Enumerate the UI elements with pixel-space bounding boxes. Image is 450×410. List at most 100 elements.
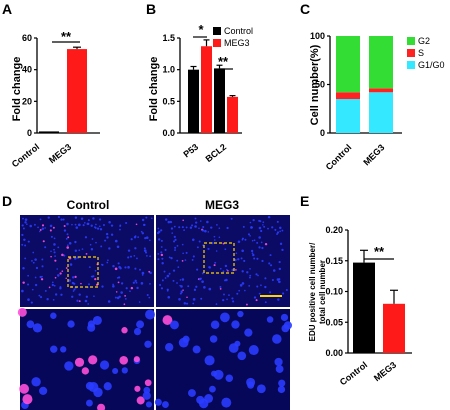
- nucleus-dot-meg3-overview: [157, 252, 160, 255]
- nucleus-dot-meg3-overview: [215, 303, 218, 305]
- nucleus-dot-meg3-overview: [179, 284, 181, 287]
- nucleus-dot-control-overview: [130, 238, 133, 241]
- nucleus-dot-meg3-overview: [160, 246, 163, 248]
- nucleus-dot-control-overview: [60, 293, 63, 296]
- nucleus-dot-control-overview: [141, 271, 145, 275]
- nucleus-dot-meg3-overview: [198, 240, 201, 243]
- nucleus-dot-control-overview: [50, 250, 52, 253]
- nucleus-dot-control-overview: [142, 223, 146, 226]
- nucleus-dot-control-overview: [74, 275, 77, 279]
- chart-a-xtick-control: Control: [10, 142, 41, 170]
- chart-e-ylabel-line2: total cell number: [318, 260, 327, 324]
- chart-b-ytick-label: 1.0: [162, 65, 175, 75]
- nucleus-dot-control-overview: [132, 281, 135, 284]
- nucleus-dot-meg3-overview: [271, 226, 274, 229]
- nucleus-dot-control-overview: [22, 267, 25, 270]
- chart-c-ylabel: Cell number(%): [309, 44, 321, 125]
- nucleus-meg3-zoom: [280, 313, 289, 322]
- nucleus-dot-control-overview: [101, 285, 104, 288]
- nucleus-dot-control-overview: [22, 227, 25, 230]
- nucleus-dot-meg3-overview: [171, 232, 174, 234]
- nucleus-dot-control-overview: [101, 263, 104, 266]
- nucleus-dot-meg3-overview: [241, 249, 244, 253]
- nucleus-dot-control-overview: [60, 218, 63, 221]
- nucleus-dot-meg3-overview: [168, 256, 171, 259]
- nucleus-dot-meg3-overview: [183, 302, 187, 305]
- nucleus-dot-meg3-overview: [234, 269, 237, 271]
- nucleus-dot-control-overview: [84, 236, 88, 239]
- nucleus-dot-meg3-overview: [258, 292, 261, 295]
- nucleus-dot-control-overview: [102, 224, 105, 227]
- nucleus-dot-control-overview: [42, 240, 45, 243]
- nucleus-dot-control-overview: [100, 245, 103, 248]
- nucleus-dot-control-overview: [114, 267, 118, 271]
- nucleus-dot-meg3-overview: [258, 246, 261, 249]
- nucleus-dot-control-overview: [124, 266, 127, 269]
- nucleus-dot-control-overview: [61, 270, 64, 272]
- chart-e-ylabel-line1: EDU positive cell number/: [308, 242, 317, 341]
- nucleus-dot-control-overview: [116, 245, 120, 249]
- chart-c-bar-meg3-s: [369, 88, 393, 93]
- chart-e-significance: **: [374, 244, 385, 259]
- chart-e-bar-meg3: [383, 303, 405, 353]
- nucleus-dot-meg3-overview: [183, 229, 185, 232]
- nucleus-dot-meg3-overview: [281, 248, 284, 252]
- nucleus-dot-meg3-overview: [251, 252, 254, 255]
- chart-b-legend-meg3: MEG3: [224, 38, 250, 48]
- nucleus-dot-control-overview: [124, 294, 127, 297]
- nucleus-dot-control-overview: [90, 224, 93, 227]
- nucleus-dot-control-overview: [94, 277, 97, 281]
- nucleus-dot-control-overview: [31, 259, 33, 262]
- nucleus-dot-meg3-overview: [231, 268, 235, 272]
- nucleus-dot-control-overview: [69, 263, 73, 266]
- chart-b-bar-p53-meg3: [201, 46, 212, 133]
- nucleus-dot-meg3-overview: [194, 217, 197, 220]
- nucleus-dot-control-overview: [144, 236, 147, 240]
- chart-c-legend-swatch-g2: [407, 37, 415, 45]
- nucleus-dot-meg3-overview: [253, 296, 257, 299]
- nucleus-dot-meg3-overview: [172, 269, 176, 272]
- nucleus-meg3-zoom: [237, 310, 244, 318]
- nucleus-dot-meg3-overview: [164, 248, 167, 251]
- nucleus-dot-control-overview: [83, 222, 86, 224]
- nucleus-dot-meg3-overview: [244, 289, 246, 292]
- nucleus-dot-meg3-overview: [201, 229, 205, 232]
- nucleus-dot-control-overview: [57, 215, 60, 219]
- nucleus-dot-control-overview: [38, 294, 41, 297]
- nucleus-dot-meg3-overview: [219, 267, 222, 270]
- nucleus-dot-control-overview: [32, 261, 35, 264]
- nucleus-dot-control-overview: [44, 246, 47, 249]
- nucleus-dot-control-overview: [115, 291, 118, 293]
- nucleus-dot-meg3-overview: [249, 268, 251, 270]
- nucleus-dot-control-overview: [127, 249, 131, 252]
- nucleus-meg3-zoom: [244, 328, 253, 337]
- nucleus-dot-meg3-overview: [249, 274, 252, 277]
- nucleus-meg3-zoom: [165, 343, 174, 352]
- chart-c-ytick-label: 0: [320, 128, 325, 138]
- nucleus-dot-meg3-overview: [282, 292, 285, 295]
- nucleus-dot-control-overview: [51, 283, 54, 287]
- nucleus-dot-meg3-overview: [166, 274, 170, 278]
- nucleus-dot-control-overview: [27, 274, 30, 277]
- nucleus-dot-control-overview: [134, 235, 137, 237]
- panel-label-b: B: [146, 1, 156, 17]
- nucleus-dot-meg3-overview: [216, 223, 218, 226]
- nucleus-dot-control-overview: [114, 296, 117, 299]
- chart-c-bar-meg3-g1g0: [369, 92, 393, 133]
- nucleus-meg3-zoom: [204, 394, 213, 403]
- nucleus-dot-meg3-overview: [164, 277, 167, 279]
- nucleus-control-zoom: [50, 345, 58, 353]
- nucleus-control-zoom: [19, 383, 30, 394]
- nucleus-dot-meg3-overview: [219, 285, 222, 288]
- nucleus-dot-control-overview: [118, 276, 121, 279]
- nucleus-meg3-zoom: [234, 340, 241, 347]
- nucleus-dot-meg3-overview: [224, 279, 227, 282]
- nucleus-dot-control-overview: [143, 249, 147, 252]
- nucleus-dot-meg3-overview: [173, 240, 176, 243]
- nucleus-dot-control-overview: [134, 267, 137, 270]
- nucleus-dot-meg3-overview: [250, 249, 254, 253]
- nucleus-dot-meg3-overview: [241, 282, 245, 285]
- nucleus-dot-meg3-overview: [246, 271, 249, 274]
- nucleus-dot-control-overview: [106, 261, 109, 264]
